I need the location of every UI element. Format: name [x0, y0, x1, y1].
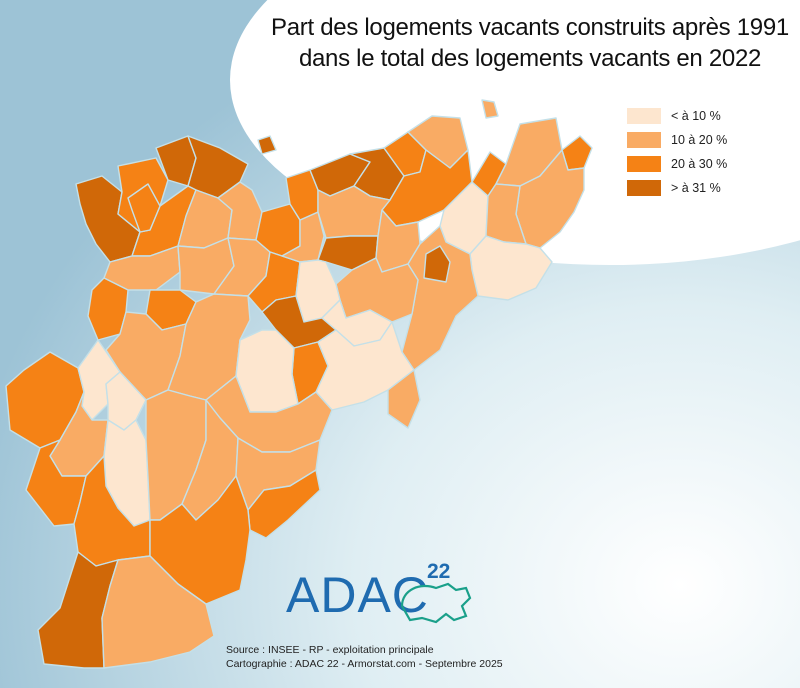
title-line-2: dans le total des logements vacants en 2… [298, 45, 762, 72]
source-line: Source : INSEE - RP - exploitation princ… [226, 644, 434, 656]
commune-area [101, 555, 215, 669]
legend-swatch [627, 156, 661, 172]
commune-area [381, 149, 473, 227]
commune-area [423, 245, 451, 283]
map-title: Part des logements vacants construits ap… [262, 12, 798, 74]
legend-label: 20 à 30 % [671, 157, 728, 171]
legend-swatch [627, 108, 661, 124]
legend-item: < à 10 % [627, 107, 727, 125]
commune-area [387, 369, 421, 429]
commune-area [247, 469, 321, 539]
commune-area [127, 183, 161, 233]
logo-superscript: 22 [427, 560, 451, 583]
legend-item: 10 à 20 % [627, 131, 727, 149]
commune-area [87, 277, 129, 341]
legend: < à 10 % 10 à 20 % 20 à 30 % > à 31 % [627, 107, 727, 203]
commune-area [257, 135, 277, 155]
legend-swatch [627, 132, 661, 148]
commune-area [481, 99, 499, 119]
legend-label: 10 à 20 % [671, 133, 728, 147]
source-note: Source : INSEE - RP - exploitation princ… [226, 643, 503, 671]
legend-item: 20 à 30 % [627, 155, 727, 173]
legend-item: > à 31 % [627, 179, 727, 197]
title-line-1: Part des logements vacants construits ap… [271, 14, 789, 41]
logo-map-icon [400, 582, 472, 624]
legend-label: < à 10 % [671, 109, 721, 123]
credit-line: Cartographie : ADAC 22 - Armorstat.com -… [226, 658, 503, 670]
legend-label: > à 31 % [671, 181, 721, 195]
legend-swatch [627, 180, 661, 196]
